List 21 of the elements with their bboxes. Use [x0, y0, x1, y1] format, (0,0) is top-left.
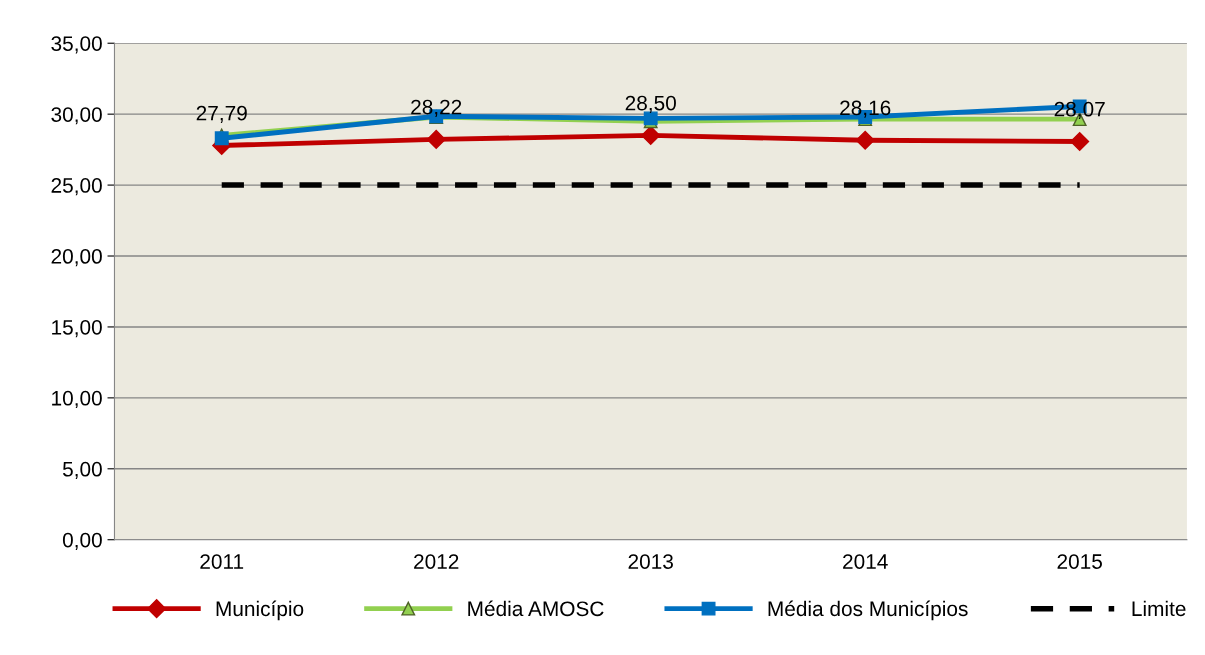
y-tick-label: 10,00 — [52, 390, 102, 409]
y-tick-label: 30,00 — [51, 107, 102, 125]
x-tick-label: 2011 — [200, 554, 244, 569]
data-label: 27,79 — [196, 105, 247, 123]
y-tick-label: 20,00 — [51, 249, 102, 267]
legend-label: Limite — [1132, 600, 1186, 617]
data-label: 28,22 — [411, 99, 462, 117]
x-tick-label: 2013 — [628, 554, 673, 569]
data-label: 28,16 — [840, 100, 891, 118]
y-tick-label: 25,00 — [51, 178, 102, 196]
legend-label: Município — [216, 600, 304, 621]
y-tick-label: 5,00 — [62, 461, 102, 480]
y-tick-label: 0,00 — [62, 532, 102, 550]
legend-label: Média AMOSC — [468, 600, 604, 617]
y-tick-label: 35,00 — [51, 36, 102, 54]
x-tick-label: 2012 — [414, 554, 459, 569]
x-tick-label: 2014 — [843, 554, 888, 569]
x-tick-label: 2015 — [1057, 554, 1102, 569]
legend-label: Média dos Municípios — [768, 600, 968, 621]
data-label: 28,50 — [625, 95, 676, 113]
y-tick-label: 15,00 — [52, 319, 102, 338]
